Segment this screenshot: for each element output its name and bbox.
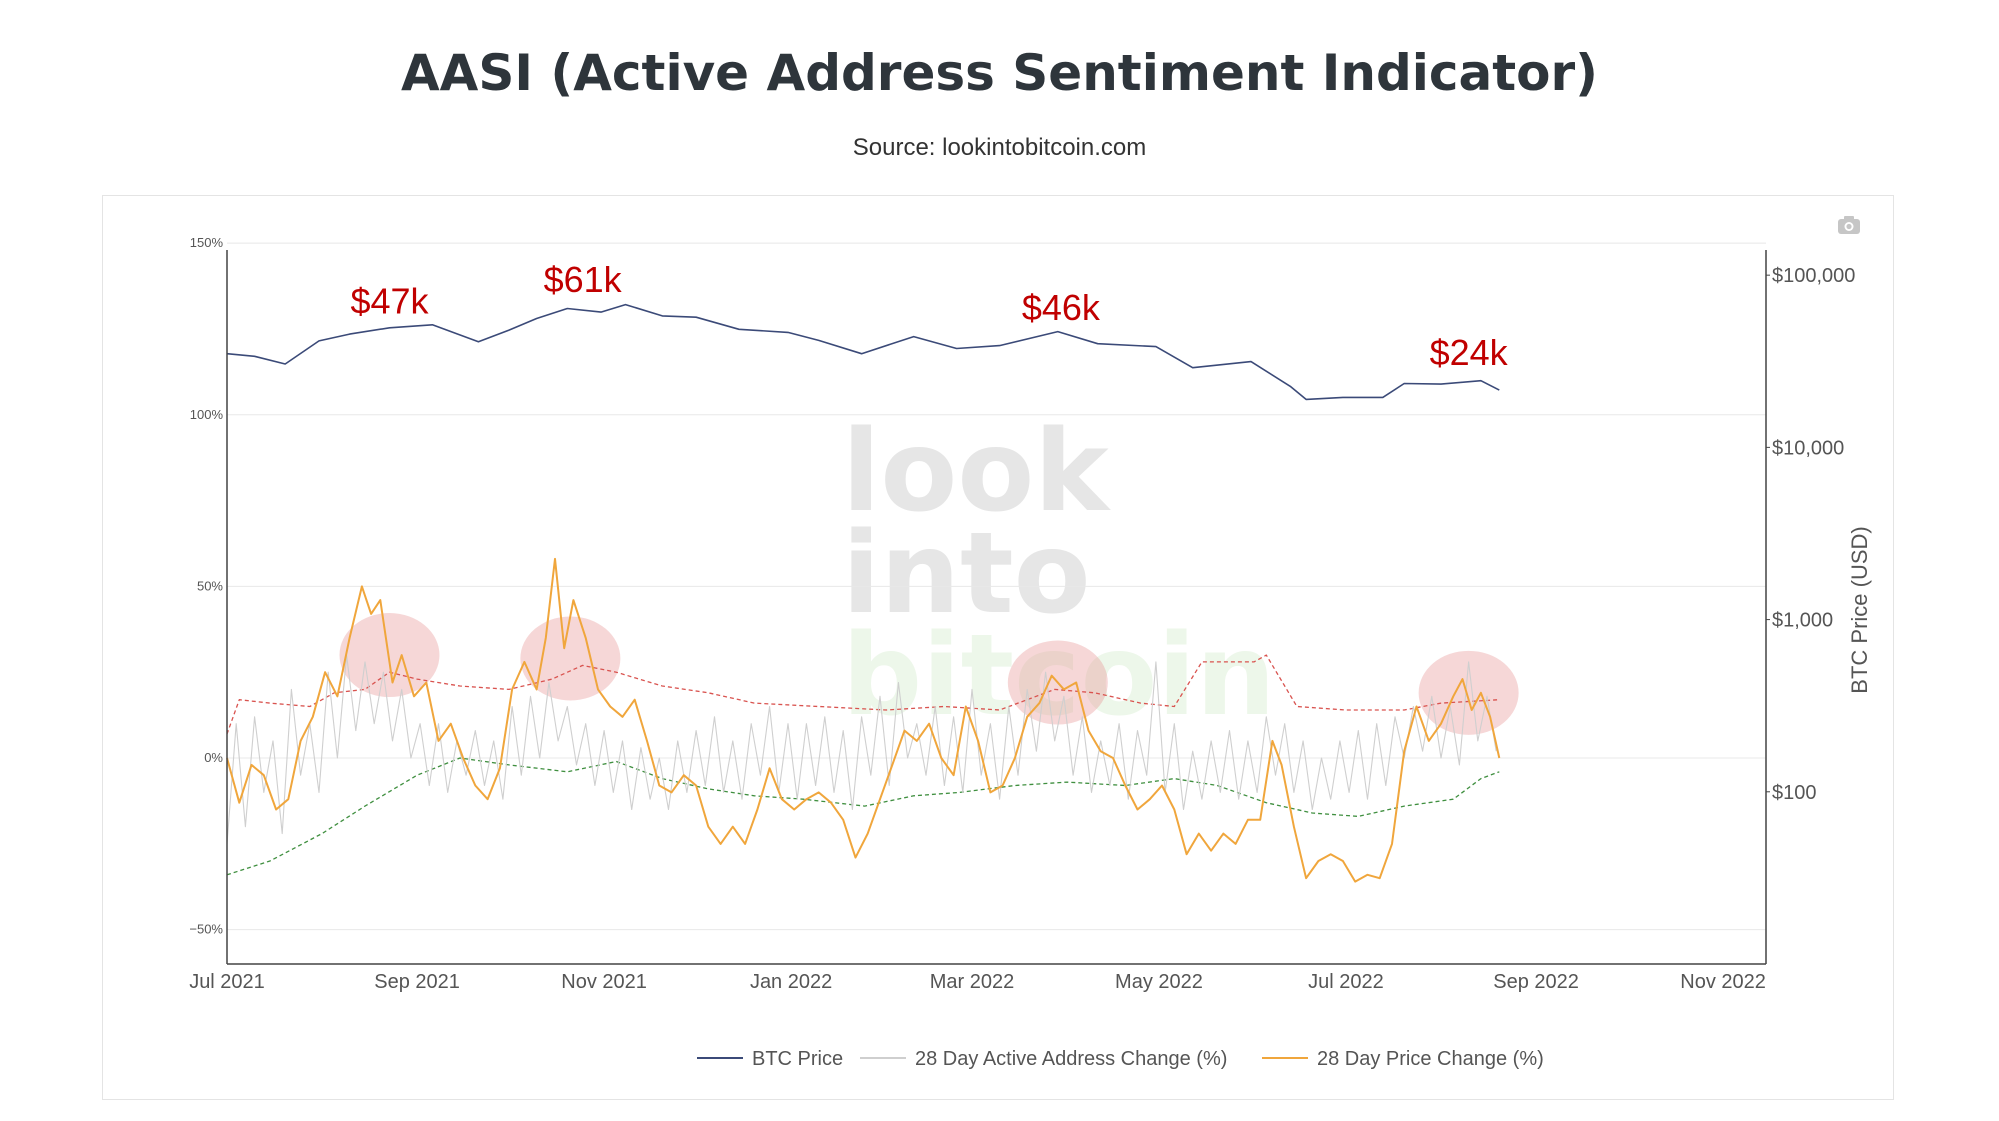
x-tick-label: Sep 2021 bbox=[374, 971, 460, 993]
legend: BTC Price 28 Day Active Address Change (%… bbox=[697, 1048, 1544, 1070]
price-annotations: $47k $61k $46k $24k bbox=[350, 259, 1508, 373]
x-tick-label: Jan 2022 bbox=[750, 971, 832, 993]
chart-subtitle: Source: lookintobitcoin.com bbox=[852, 134, 1147, 161]
x-tick-label: Sep 2022 bbox=[1493, 971, 1579, 993]
btc-price-line bbox=[226, 303, 1500, 401]
y-left-tick-label: 150% bbox=[190, 235, 224, 250]
highlight-ellipse bbox=[1418, 650, 1519, 735]
price-annotation: $46k bbox=[1022, 287, 1101, 328]
chart-frame bbox=[102, 195, 1894, 1100]
x-tick-label: May 2022 bbox=[1115, 971, 1203, 993]
lower-band-line bbox=[226, 757, 1500, 876]
x-tick-label: Jul 2021 bbox=[189, 971, 265, 993]
highlight-ellipse bbox=[339, 613, 440, 698]
grid-lines bbox=[227, 242, 1766, 931]
y-left-tick-label: 100% bbox=[190, 407, 224, 422]
legend-label: BTC Price bbox=[752, 1048, 843, 1070]
camera-icon[interactable] bbox=[1838, 216, 1860, 234]
watermark-into: into bbox=[842, 509, 1091, 639]
price-annotation: $47k bbox=[350, 280, 429, 321]
y-right-tick-label: $1,000 bbox=[1772, 610, 1833, 632]
tick-labels: −50% 0% 50% 100% 150% $100 $1,000 $10,000 $100,0… bbox=[189, 235, 1855, 993]
y-right-tick-label: $10,000 bbox=[1772, 437, 1844, 459]
price-annotation: $24k bbox=[1430, 332, 1509, 373]
y-left-tick-label: 0% bbox=[204, 750, 223, 765]
price-annotation: $61k bbox=[544, 259, 623, 300]
legend-label: 28 Day Active Address Change (%) bbox=[915, 1048, 1227, 1070]
y-left-tick-label: −50% bbox=[189, 922, 223, 937]
watermark-look: look bbox=[842, 407, 1111, 537]
x-tick-label: Mar 2022 bbox=[930, 971, 1015, 993]
watermark: look into bitcoin bbox=[842, 407, 1276, 741]
price-change-line bbox=[226, 557, 1501, 883]
y-right-tick-label: $100,000 bbox=[1772, 265, 1855, 287]
series-lines bbox=[226, 303, 1501, 883]
y-left-tick-label: 50% bbox=[197, 578, 223, 593]
axes bbox=[226, 250, 1767, 965]
x-tick-label: Nov 2022 bbox=[1680, 971, 1766, 993]
y-right-tick-label: $100 bbox=[1772, 782, 1817, 804]
chart-title: AASI (Active Address Sentiment Indicator… bbox=[400, 44, 1599, 102]
right-axis-label: BTC Price (USD) bbox=[1847, 526, 1872, 693]
x-tick-label: Jul 2022 bbox=[1308, 971, 1384, 993]
x-tick-label: Nov 2021 bbox=[561, 971, 647, 993]
legend-label: 28 Day Price Change (%) bbox=[1317, 1048, 1544, 1070]
active-address-line bbox=[226, 654, 1497, 844]
